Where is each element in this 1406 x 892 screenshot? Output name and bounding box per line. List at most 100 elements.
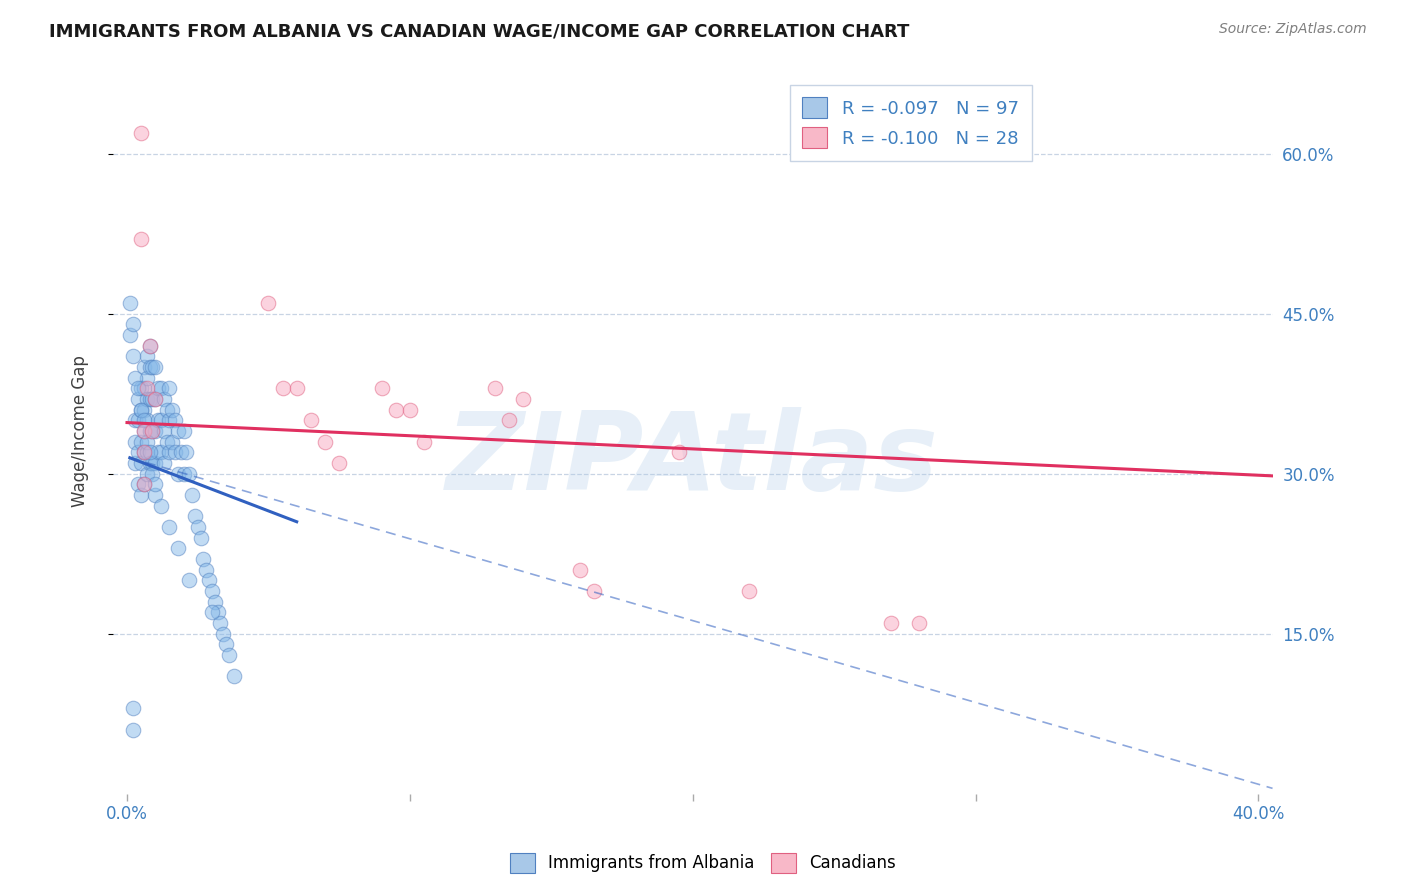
Point: [132, 445, 155, 459]
Point: [143, 488, 166, 502]
Point: [179, 574, 201, 588]
Point: [668, 445, 690, 459]
Point: [127, 445, 149, 459]
Point: [132, 413, 155, 427]
Point: [143, 360, 166, 375]
Point: [328, 456, 350, 470]
Point: [165, 445, 187, 459]
Point: [127, 392, 149, 406]
Point: [167, 541, 190, 556]
Point: [370, 381, 392, 395]
Point: [121, 701, 143, 715]
Point: [908, 615, 931, 630]
Point: [127, 413, 149, 427]
Point: [138, 445, 160, 459]
Point: [738, 584, 761, 599]
Point: [143, 477, 166, 491]
Point: [146, 381, 169, 395]
Point: [173, 424, 195, 438]
Point: [135, 413, 157, 427]
Point: [198, 574, 221, 588]
Point: [132, 477, 155, 491]
Point: [138, 339, 160, 353]
Point: [179, 467, 201, 481]
Point: [215, 637, 238, 651]
Text: Source: ZipAtlas.com: Source: ZipAtlas.com: [1219, 22, 1367, 37]
Point: [141, 392, 163, 406]
Point: [149, 445, 172, 459]
Point: [190, 531, 212, 545]
Point: [129, 456, 152, 470]
Point: [167, 424, 190, 438]
Point: [155, 402, 177, 417]
Point: [207, 606, 229, 620]
Point: [157, 520, 180, 534]
Point: [181, 488, 204, 502]
Point: [138, 392, 160, 406]
Point: [132, 381, 155, 395]
Point: [146, 413, 169, 427]
Point: [314, 434, 336, 449]
Point: [201, 606, 224, 620]
Point: [132, 402, 155, 417]
Point: [184, 509, 207, 524]
Point: [879, 615, 901, 630]
Point: [271, 381, 294, 395]
Point: [141, 467, 163, 481]
Point: [132, 477, 155, 491]
Point: [124, 413, 146, 427]
Point: [138, 339, 160, 353]
Point: [135, 371, 157, 385]
Point: [124, 456, 146, 470]
Point: [141, 456, 163, 470]
Text: ZIPAtlas: ZIPAtlas: [446, 407, 939, 513]
Legend: R = -0.097   N = 97, R = -0.100   N = 28: R = -0.097 N = 97, R = -0.100 N = 28: [790, 85, 1032, 161]
Point: [149, 499, 172, 513]
Point: [124, 434, 146, 449]
Point: [498, 413, 520, 427]
Point: [129, 381, 152, 395]
Point: [512, 392, 534, 406]
Point: [176, 445, 198, 459]
Point: [143, 424, 166, 438]
Point: [143, 392, 166, 406]
Point: [204, 595, 226, 609]
Point: [138, 424, 160, 438]
Point: [129, 232, 152, 246]
Point: [155, 434, 177, 449]
Point: [157, 413, 180, 427]
Point: [129, 402, 152, 417]
Point: [118, 328, 141, 343]
Point: [135, 350, 157, 364]
Point: [257, 296, 280, 310]
Point: [167, 467, 190, 481]
Point: [132, 424, 155, 438]
Point: [195, 563, 218, 577]
Point: [218, 648, 240, 662]
Point: [121, 350, 143, 364]
Point: [141, 424, 163, 438]
Point: [187, 520, 209, 534]
Point: [162, 434, 184, 449]
Point: [285, 381, 308, 395]
Point: [152, 392, 174, 406]
Point: [143, 456, 166, 470]
Point: [193, 552, 215, 566]
Point: [135, 381, 157, 395]
Point: [138, 360, 160, 375]
Point: [121, 723, 143, 737]
Point: [135, 467, 157, 481]
Point: [201, 584, 224, 599]
Point: [149, 381, 172, 395]
Point: [152, 424, 174, 438]
Point: [384, 402, 406, 417]
Point: [143, 392, 166, 406]
Point: [413, 434, 436, 449]
Point: [138, 456, 160, 470]
Point: [121, 318, 143, 332]
Point: [568, 563, 591, 577]
Point: [170, 445, 193, 459]
Point: [129, 488, 152, 502]
Point: [157, 381, 180, 395]
Point: [132, 424, 155, 438]
